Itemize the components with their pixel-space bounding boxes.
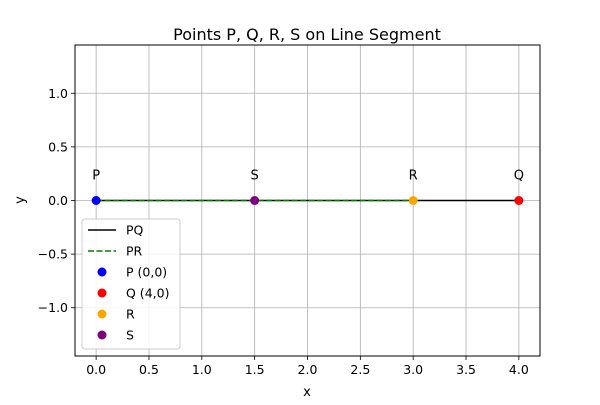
x-axis-label: x	[303, 385, 311, 400]
point-s	[250, 196, 260, 205]
legend-label: R	[126, 307, 135, 322]
x-tick-label: 3.0	[403, 362, 423, 377]
y-tick-label: −0.5	[38, 247, 68, 262]
point-label-r: R	[409, 169, 418, 184]
legend-label: PQ	[126, 223, 144, 238]
legend-marker-p	[97, 267, 107, 277]
x-tick-label: 3.5	[456, 362, 476, 377]
chart-title: Points P, Q, R, S on Line Segment	[173, 25, 441, 44]
x-tick-label: 4.0	[509, 362, 529, 377]
x-tick-label: 2.5	[350, 362, 370, 377]
legend: PQ PR P (0,0) Q (4,0) RS	[81, 218, 181, 350]
point-q	[514, 196, 524, 205]
point-r	[408, 196, 418, 205]
point-label-p: P	[92, 169, 100, 184]
x-axis-ticks: 0.0 0.5 1.0 1.5 2.0 2.5 3.0 3.5 4.0	[86, 356, 529, 377]
point-label-q: Q	[514, 169, 524, 184]
y-tick-label: 0.0	[48, 193, 68, 208]
y-axis-ticks: −1.0 −0.5 0.0 0.5 1.0	[38, 86, 75, 315]
legend-marker-q	[97, 288, 107, 298]
x-tick-label: 1.0	[192, 362, 212, 377]
x-tick-label: 0.0	[86, 362, 106, 377]
legend-label: P (0,0)	[126, 265, 167, 280]
point-p	[91, 196, 101, 205]
legend-marker-r	[97, 309, 107, 319]
legend-label: PR	[126, 244, 143, 259]
points-layer: P Q R S	[91, 169, 524, 205]
y-axis-label: y	[13, 196, 28, 204]
y-tick-label: 0.5	[48, 139, 68, 154]
x-tick-label: 1.5	[245, 362, 265, 377]
y-tick-label: 1.0	[48, 86, 68, 101]
x-tick-label: 0.5	[139, 362, 159, 377]
x-tick-label: 2.0	[298, 362, 318, 377]
legend-marker-s	[97, 330, 107, 340]
y-tick-label: −1.0	[38, 300, 68, 315]
legend-label: Q (4,0)	[126, 286, 169, 301]
point-label-s: S	[251, 169, 259, 184]
legend-label: S	[126, 328, 134, 343]
